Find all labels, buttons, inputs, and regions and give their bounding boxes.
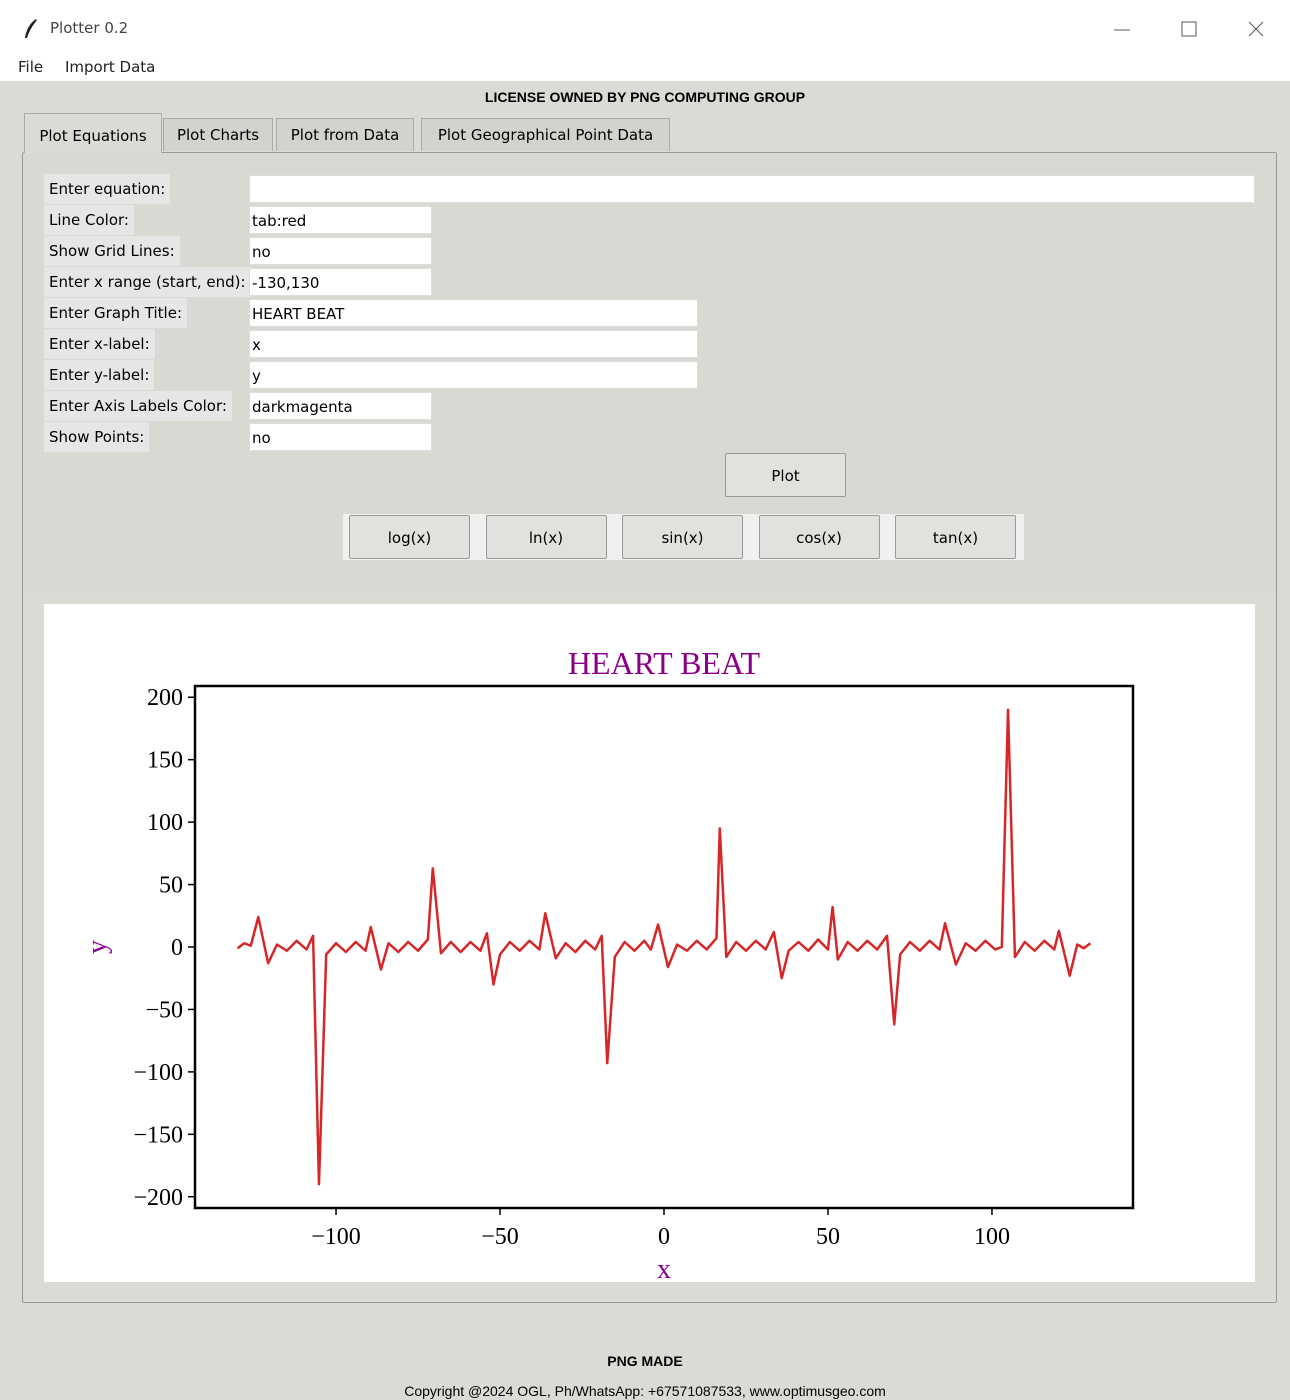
data-line <box>236 708 1092 1186</box>
axes-frame <box>193 684 1135 1210</box>
y-tick-label: 150 <box>147 748 183 774</box>
x-axis-label: x <box>657 1254 671 1282</box>
field-label: Show Points: <box>44 422 150 452</box>
tab[interactable]: Plot Equations <box>24 113 162 153</box>
x-tick-label: 50 <box>816 1224 840 1250</box>
window-title: Plotter 0.2 <box>50 19 129 37</box>
y-tick-label: −100 <box>133 1060 183 1086</box>
y-tick-label: 200 <box>147 685 183 711</box>
field-label: Enter Axis Labels Color: <box>44 391 232 421</box>
y-tick-label: 0 <box>171 935 183 961</box>
field-label: Line Color: <box>44 205 134 235</box>
field-label: Enter Graph Title: <box>44 298 188 328</box>
field-label: Show Grid Lines: <box>44 236 180 266</box>
footer-title: PNG MADE <box>607 1353 683 1369</box>
menu-item[interactable]: Import Data <box>65 58 156 76</box>
function-button[interactable]: cos(x) <box>758 515 880 559</box>
text-entry[interactable] <box>249 175 1255 203</box>
y-tick-label: 100 <box>147 810 183 836</box>
x-tick-label: 0 <box>658 1224 670 1250</box>
tab-panel <box>22 152 1277 1303</box>
y-tick-label: −200 <box>133 1185 183 1211</box>
text-entry[interactable]: no <box>249 237 432 265</box>
x-tick-label: −100 <box>311 1224 361 1250</box>
plot-canvas: HEART BEAT x y −100 −50 0 50 100 −200 −150 −100 −50… <box>44 604 1255 1285</box>
text-entry[interactable]: tab:red <box>249 206 432 234</box>
chart: HEART BEAT x y −100 −50 0 50 100 −200 −150 −100 −50… <box>82 645 1135 1285</box>
title-bar: Plotter 0.2 <box>0 0 1290 52</box>
field-label: Enter x-label: <box>44 329 155 359</box>
y-tick-label: 50 <box>159 873 183 899</box>
tab[interactable]: Plot Charts <box>163 118 273 151</box>
y-tick-label: −50 <box>145 997 183 1023</box>
y-tick-label: −150 <box>133 1122 183 1148</box>
field-label: Enter equation: <box>44 174 171 204</box>
text-entry[interactable]: y <box>249 361 698 389</box>
function-button[interactable]: sin(x) <box>622 515 743 559</box>
field-label: Enter y-label: <box>44 360 155 390</box>
tab[interactable]: Plot Geographical Point Data <box>421 118 670 151</box>
plot-button[interactable]: Plot <box>725 453 846 497</box>
text-entry[interactable]: darkmagenta <box>249 392 432 420</box>
window-controls[interactable] <box>1110 18 1270 42</box>
menu-item[interactable]: File <box>18 58 44 76</box>
x-tick-label: −50 <box>481 1224 519 1250</box>
x-tick-label: 100 <box>974 1224 1010 1250</box>
chart-title: HEART BEAT <box>568 645 761 681</box>
footer-copyright: Copyright @2024 OGL, Ph/WhatsApp: +67571… <box>404 1383 886 1399</box>
y-axis-label: y <box>82 940 113 954</box>
text-entry[interactable]: -130,130 <box>249 268 432 296</box>
text-entry[interactable]: no <box>249 423 432 451</box>
function-button[interactable]: tan(x) <box>895 515 1016 559</box>
text-entry[interactable]: HEART BEAT <box>249 299 698 327</box>
function-button[interactable]: ln(x) <box>485 515 607 559</box>
tab[interactable]: Plot from Data <box>276 118 414 151</box>
text-entry[interactable]: x <box>249 330 698 358</box>
field-label: Enter x range (start, end): <box>44 267 251 297</box>
function-button[interactable]: log(x) <box>349 515 470 559</box>
license-text: LICENSE OWNED BY PNG COMPUTING GROUP <box>484 89 806 105</box>
menu-bar <box>0 52 1290 81</box>
app-icon <box>25 19 37 38</box>
